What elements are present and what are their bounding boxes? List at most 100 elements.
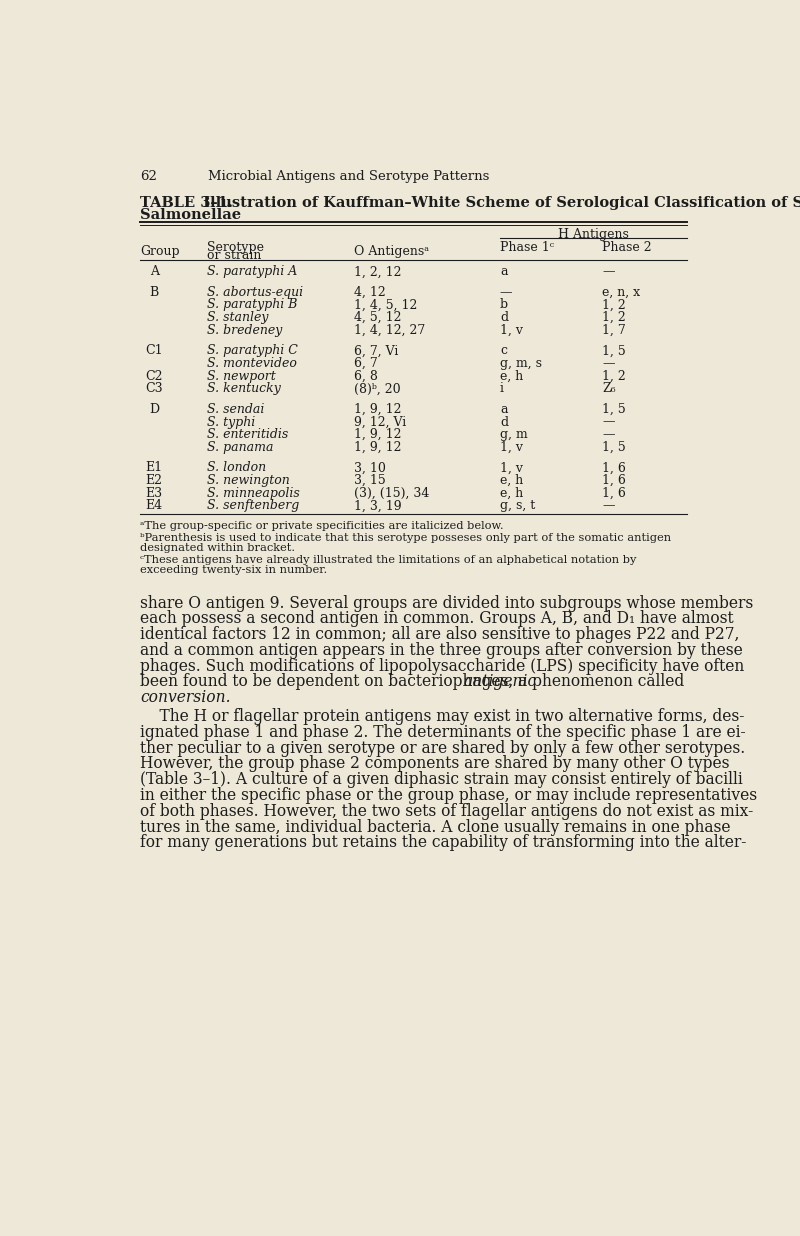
Text: in either the specific phase or the group phase, or may include representatives: in either the specific phase or the grou…: [140, 787, 758, 805]
Text: 1, 2: 1, 2: [602, 311, 626, 324]
Text: 1, v: 1, v: [500, 324, 523, 337]
Text: 1, 4, 5, 12: 1, 4, 5, 12: [354, 298, 418, 311]
Text: g, m: g, m: [500, 428, 528, 441]
Text: designated within bracket.: designated within bracket.: [140, 543, 295, 552]
Text: Phase 2: Phase 2: [602, 241, 652, 253]
Text: or strain: or strain: [207, 250, 262, 262]
Text: S. abortus-equi: S. abortus-equi: [207, 286, 303, 299]
Text: a: a: [500, 403, 507, 415]
Text: S. bredeney: S. bredeney: [207, 324, 282, 337]
Text: 1, 3, 19: 1, 3, 19: [354, 499, 402, 513]
Text: Serotype: Serotype: [207, 241, 264, 253]
Text: S. enteritidis: S. enteritidis: [207, 428, 288, 441]
Text: E1: E1: [146, 461, 163, 475]
Text: —: —: [500, 286, 513, 299]
Text: 4, 12: 4, 12: [354, 286, 386, 299]
Text: e, n, x: e, n, x: [602, 286, 640, 299]
Text: 1, 5: 1, 5: [602, 345, 626, 357]
Text: —: —: [602, 357, 614, 370]
Text: C1: C1: [146, 345, 163, 357]
Text: S. panama: S. panama: [207, 441, 274, 454]
Text: antigenic: antigenic: [464, 674, 537, 691]
Text: 6, 7: 6, 7: [354, 357, 378, 370]
Text: H Antigens: H Antigens: [558, 227, 629, 241]
Text: 3, 15: 3, 15: [354, 475, 386, 487]
Text: S. paratyphi C: S. paratyphi C: [207, 345, 298, 357]
Text: O Antigensᵃ: O Antigensᵃ: [354, 245, 430, 257]
Text: —: —: [602, 428, 614, 441]
Text: conversion.: conversion.: [140, 690, 231, 706]
Text: identical factors 12 in common; all are also sensitive to phages P22 and P27,: identical factors 12 in common; all are …: [140, 627, 740, 643]
Text: 1, v: 1, v: [500, 461, 523, 475]
Text: S. newport: S. newport: [207, 370, 276, 383]
Text: 1, 6: 1, 6: [602, 487, 626, 499]
Text: S. paratyphi B: S. paratyphi B: [207, 298, 298, 311]
Text: A: A: [150, 266, 158, 278]
Text: 9, 12, Vi: 9, 12, Vi: [354, 415, 406, 429]
Text: S. minneapolis: S. minneapolis: [207, 487, 300, 499]
Text: and a common antigen appears in the three groups after conversion by these: and a common antigen appears in the thre…: [140, 641, 743, 659]
Text: Microbial Antigens and Serotype Patterns: Microbial Antigens and Serotype Patterns: [209, 169, 490, 183]
Text: (3), (15), 34: (3), (15), 34: [354, 487, 430, 499]
Text: E3: E3: [146, 487, 163, 499]
Text: (8)ᵇ, 20: (8)ᵇ, 20: [354, 382, 401, 396]
Text: 1, 9, 12: 1, 9, 12: [354, 441, 402, 454]
Text: TABLE 3–1.: TABLE 3–1.: [140, 197, 233, 210]
Text: E2: E2: [146, 475, 162, 487]
Text: each possess a second antigen in common. Groups A, B, and D₁ have almost: each possess a second antigen in common.…: [140, 611, 734, 628]
Text: E4: E4: [146, 499, 163, 513]
Text: 1, 5: 1, 5: [602, 403, 626, 415]
Text: Group: Group: [140, 245, 180, 257]
Text: S. montevideo: S. montevideo: [207, 357, 297, 370]
Text: ther peculiar to a given serotype or are shared by only a few other serotypes.: ther peculiar to a given serotype or are…: [140, 739, 746, 756]
Text: 1, 9, 12: 1, 9, 12: [354, 403, 402, 415]
Text: e, h: e, h: [500, 487, 523, 499]
Text: ᵇParenthesis is used to indicate that this serotype posseses only part of the so: ᵇParenthesis is used to indicate that th…: [140, 533, 671, 543]
Text: tures in the same, individual bacteria. A clone usually remains in one phase: tures in the same, individual bacteria. …: [140, 818, 731, 836]
Text: 62: 62: [140, 169, 157, 183]
Text: ᶜThese antigens have already illustrated the limitations of an alphabetical nota: ᶜThese antigens have already illustrated…: [140, 555, 637, 565]
Text: However, the group phase 2 components are shared by many other O types: However, the group phase 2 components ar…: [140, 755, 730, 772]
Text: 1, 2: 1, 2: [602, 370, 626, 383]
Text: S. sendai: S. sendai: [207, 403, 264, 415]
Text: share O antigen 9. Several groups are divided into subgroups whose members: share O antigen 9. Several groups are di…: [140, 595, 754, 612]
Text: c: c: [500, 345, 507, 357]
Text: B: B: [150, 286, 159, 299]
Text: —: —: [602, 415, 614, 429]
Text: 4, 5, 12: 4, 5, 12: [354, 311, 402, 324]
Text: Illustration of Kauffman–White Scheme of Serological Classification of Salmonell: Illustration of Kauffman–White Scheme of…: [193, 197, 800, 210]
Text: d: d: [500, 311, 508, 324]
Text: 1, 6: 1, 6: [602, 461, 626, 475]
Text: D: D: [149, 403, 159, 415]
Text: 1, 7: 1, 7: [602, 324, 626, 337]
Text: exceeding twenty-six in number.: exceeding twenty-six in number.: [140, 565, 327, 575]
Text: 3, 10: 3, 10: [354, 461, 386, 475]
Text: ᵃThe group-specific or private specificities are italicized below.: ᵃThe group-specific or private specifici…: [140, 520, 504, 530]
Text: 6, 7, Vi: 6, 7, Vi: [354, 345, 398, 357]
Text: S. kentucky: S. kentucky: [207, 382, 281, 396]
Text: S. senftenberg: S. senftenberg: [207, 499, 299, 513]
Text: ignated phase 1 and phase 2. The determinants of the specific phase 1 are ei-: ignated phase 1 and phase 2. The determi…: [140, 724, 746, 740]
Text: 1, v: 1, v: [500, 441, 523, 454]
Text: for many generations but retains the capability of transforming into the alter-: for many generations but retains the cap…: [140, 834, 746, 852]
Text: e, h: e, h: [500, 370, 523, 383]
Text: 1, 4, 12, 27: 1, 4, 12, 27: [354, 324, 426, 337]
Text: S. typhi: S. typhi: [207, 415, 255, 429]
Text: S. stanley: S. stanley: [207, 311, 269, 324]
Text: a: a: [500, 266, 507, 278]
Text: b: b: [500, 298, 508, 311]
Text: S. newington: S. newington: [207, 475, 290, 487]
Text: 1, 5: 1, 5: [602, 441, 626, 454]
Text: —: —: [602, 499, 614, 513]
Text: 1, 2: 1, 2: [602, 298, 626, 311]
Text: i: i: [500, 382, 504, 396]
Text: C2: C2: [146, 370, 163, 383]
Text: 1, 6: 1, 6: [602, 475, 626, 487]
Text: (Table 3–1). A culture of a given diphasic strain may consist entirely of bacill: (Table 3–1). A culture of a given diphas…: [140, 771, 743, 789]
Text: e, h: e, h: [500, 475, 523, 487]
Text: S. paratyphi A: S. paratyphi A: [207, 266, 298, 278]
Text: of both phases. However, the two sets of flagellar antigens do not exist as mix-: of both phases. However, the two sets of…: [140, 803, 754, 819]
Text: Salmonellae: Salmonellae: [140, 208, 242, 221]
Text: S. london: S. london: [207, 461, 266, 475]
Text: 6, 8: 6, 8: [354, 370, 378, 383]
